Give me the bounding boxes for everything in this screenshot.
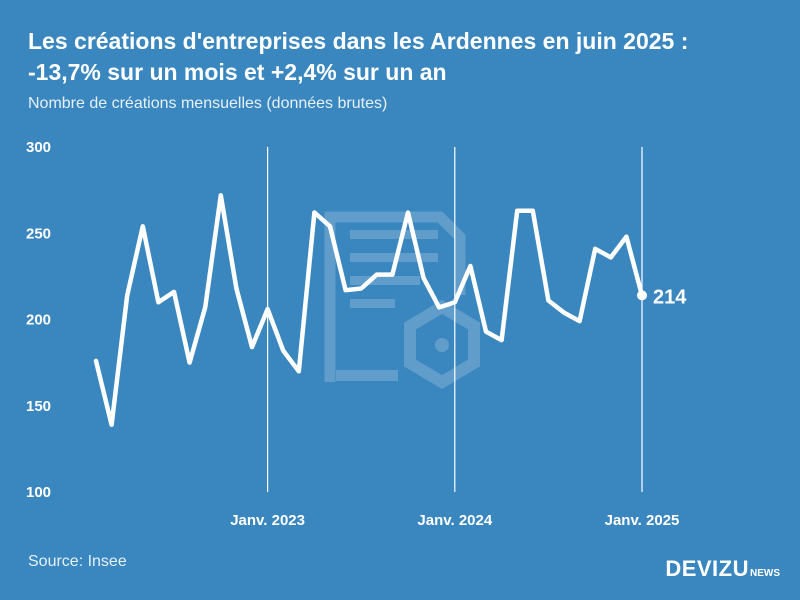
- y-axis-tick-labels: 100 150 200 250 300: [26, 139, 51, 501]
- brand-logo[interactable]: DEVIZU NEWS: [665, 556, 780, 582]
- x-tick-label: Janv. 2023: [230, 512, 305, 529]
- chart-title-line-2: -13,7% sur un mois et +2,4% sur un an: [28, 59, 447, 85]
- x-axis-tick-labels: Janv. 2023 Janv. 2024 Janv. 2025: [230, 512, 679, 529]
- y-tick-label: 100: [26, 484, 51, 501]
- year-separator-lines: [267, 147, 643, 492]
- y-tick-label: 300: [26, 139, 51, 156]
- last-point-marker: [637, 290, 647, 301]
- devizu-document-gear-watermark-icon: [324, 211, 480, 389]
- y-tick-label: 150: [26, 398, 51, 415]
- chart-subtitle: Nombre de créations mensuelles (données …: [28, 95, 388, 112]
- x-tick-label: Janv. 2024: [417, 512, 492, 529]
- series-line: [93, 193, 645, 427]
- y-tick-label: 250: [26, 225, 51, 242]
- end-marker-layer: 214: [637, 286, 687, 308]
- chart-title-line-1: Les créations d'entreprises dans les Ard…: [28, 28, 689, 54]
- source-note: Source: Insee: [28, 553, 127, 570]
- last-value-label: 214: [653, 286, 687, 308]
- chart-title: Les créations d'entreprises dans les Ard…: [28, 26, 788, 88]
- y-tick-label: 200: [26, 312, 51, 329]
- brand-logo-main: DEVIZU: [665, 556, 749, 581]
- brand-logo-sub: NEWS: [750, 568, 780, 579]
- x-tick-label: Janv. 2025: [605, 512, 680, 529]
- series-layer: [93, 193, 645, 427]
